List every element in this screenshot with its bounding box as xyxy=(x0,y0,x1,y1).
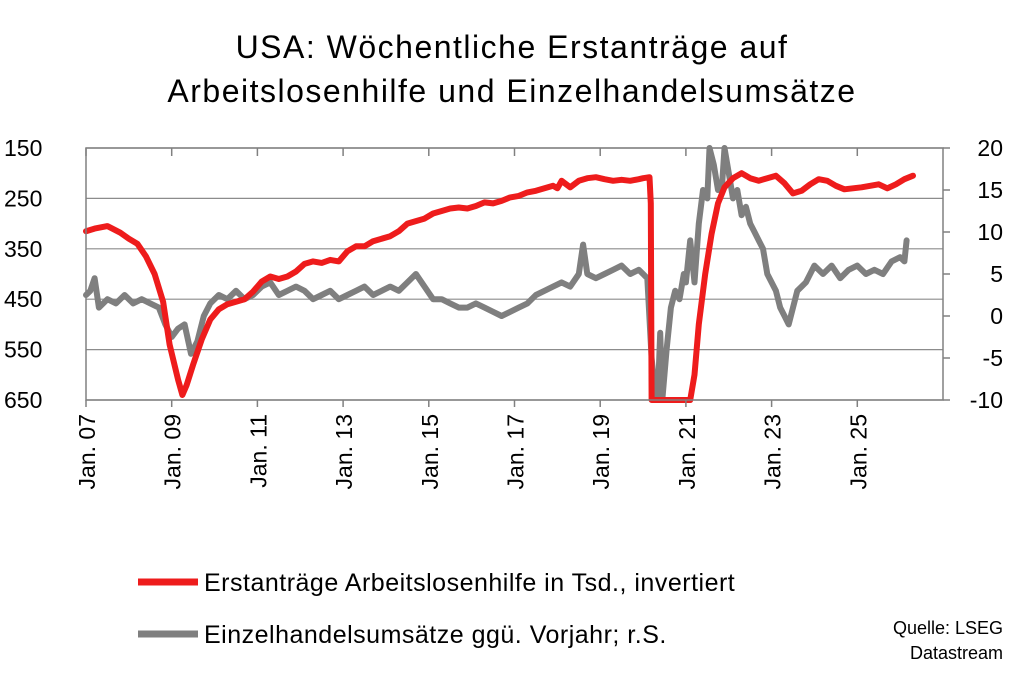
chart-title-line-1: USA: Wöchentliche Erstanträge auf xyxy=(236,29,789,65)
right-tick-label-2: 10 xyxy=(977,219,1003,245)
x-tick-label-6: Jan. 19 xyxy=(588,414,614,489)
x-tick-label-2: Jan. 11 xyxy=(245,414,271,488)
legend-label-claims: Erstanträge Arbeitslosenhilfe in Tsd., i… xyxy=(204,569,735,597)
series-line-retail xyxy=(83,145,910,403)
left-axis: 150 250 350 450 550 650 xyxy=(4,135,42,413)
right-tick-label-1: 15 xyxy=(977,177,1003,203)
left-tick-label-2: 350 xyxy=(4,236,42,262)
right-tick-label-3: 5 xyxy=(990,261,1003,287)
x-tick-label-7: Jan. 21 xyxy=(674,414,700,489)
right-tick-label-0: 20 xyxy=(977,135,1003,161)
left-tick-label-4: 550 xyxy=(4,337,42,363)
series-layer xyxy=(83,145,916,403)
x-tick-label-1: Jan. 09 xyxy=(160,414,186,489)
grid-lines xyxy=(86,147,943,401)
left-tick-label-5: 650 xyxy=(4,387,42,413)
right-axis: 20 15 10 5 0 -5 -10 xyxy=(943,135,1003,413)
right-tick-label-4: 0 xyxy=(990,303,1003,329)
right-tick-label-5: -5 xyxy=(983,345,1003,371)
x-tick-label-0: Jan. 07 xyxy=(74,414,100,489)
right-tick-label-6: -10 xyxy=(970,387,1003,413)
x-tick-label-9: Jan. 25 xyxy=(845,414,871,489)
legend-label-retail: Einzelhandelsumsätze ggü. Vorjahr; r.S. xyxy=(204,621,667,649)
chart-title-line-2: Arbeitslosenhilfe und Einzelhandelsumsät… xyxy=(167,73,856,109)
left-tick-label-0: 150 xyxy=(4,135,42,161)
x-tick-label-3: Jan. 13 xyxy=(331,414,357,489)
series-line-claims xyxy=(83,170,916,403)
plot-frame xyxy=(85,147,944,401)
x-tick-label-5: Jan. 17 xyxy=(503,414,529,489)
left-tick-label-1: 250 xyxy=(4,185,42,211)
x-tick-label-8: Jan. 23 xyxy=(760,414,786,489)
x-axis: Jan. 07 Jan. 09 Jan. 11 Jan. 13 Jan. 15 Jan. … xyxy=(74,148,871,489)
source-line-2: Datastream xyxy=(910,643,1003,663)
x-tick-label-4: Jan. 15 xyxy=(417,414,443,489)
source-line-1: Quelle: LSEG xyxy=(893,618,1003,638)
left-tick-label-3: 450 xyxy=(4,286,42,312)
